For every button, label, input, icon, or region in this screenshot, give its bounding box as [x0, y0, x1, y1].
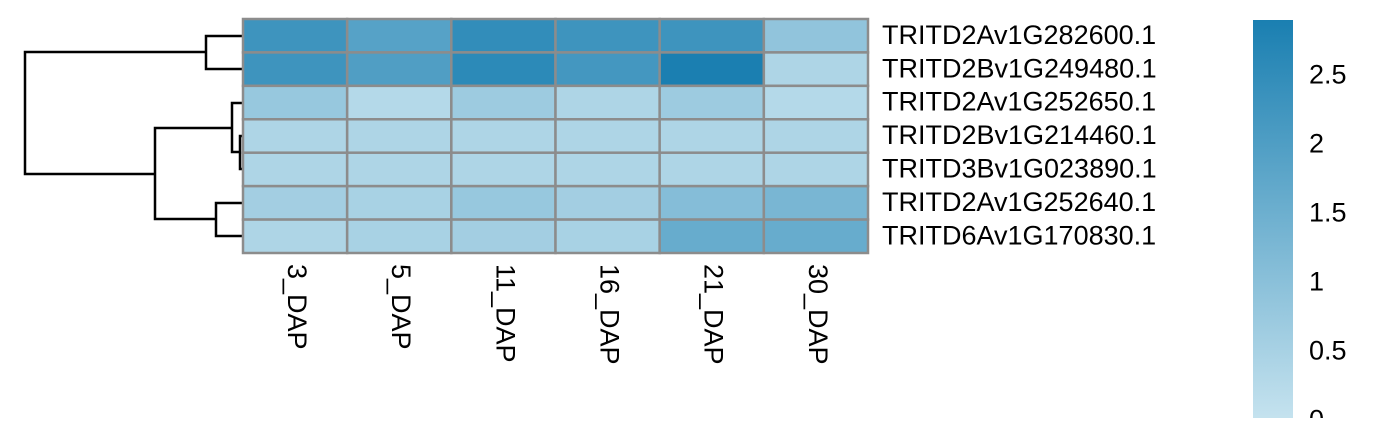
heatmap-cell	[554, 218, 661, 255]
row-label: TRITD2Bv1G249480.1	[882, 53, 1157, 83]
column-label: 30_DAP	[803, 264, 833, 365]
heatmap-cell	[241, 118, 349, 154]
row-label: TRITD2Bv1G214460.1	[882, 120, 1157, 150]
heatmap-cell	[554, 17, 661, 54]
heatmap-cell	[241, 17, 349, 54]
heatmap-cell	[554, 84, 661, 121]
heatmap-cell	[762, 51, 870, 88]
color-bar-label: 0	[1309, 405, 1324, 418]
heatmap-cell	[554, 118, 661, 154]
heatmap-cell	[762, 118, 870, 154]
color-bar-label: 1	[1309, 267, 1324, 297]
column-label: 3_DAP	[282, 264, 312, 350]
heatmap-cell	[241, 184, 349, 221]
heatmap-cell	[345, 151, 453, 188]
heatmap-cell	[345, 51, 453, 88]
heatmap-cell	[762, 151, 870, 188]
heatmap-cell	[762, 17, 870, 54]
color-bar-label: 2.5	[1309, 60, 1347, 90]
column-label: 21_DAP	[699, 264, 729, 365]
heatmap-cell	[241, 84, 349, 121]
heatmap-cell	[658, 84, 766, 121]
heatmap-cell	[241, 151, 349, 188]
row-label: TRITD6Av1G170830.1	[882, 220, 1156, 250]
column-label: 16_DAP	[594, 264, 624, 365]
column-label: 5_DAP	[386, 264, 416, 350]
row-label: TRITD2Av1G282600.1	[882, 20, 1156, 50]
heatmap-cell	[450, 218, 557, 255]
heatmap-cell	[450, 84, 557, 121]
heatmap-cell	[241, 51, 349, 88]
heatmap-cell	[450, 17, 557, 54]
heatmap-cell	[762, 184, 870, 221]
heatmap-cell	[554, 151, 661, 188]
heatmap-cell	[554, 51, 661, 88]
row-label: TRITD2Av1G252650.1	[882, 87, 1156, 117]
heatmap-cell	[658, 151, 766, 188]
dendrogram	[23, 34, 243, 238]
heatmap-cell	[345, 84, 453, 121]
heatmap-cell	[345, 17, 453, 54]
heatmap-cell	[554, 184, 661, 221]
heatmap-cell	[345, 184, 453, 221]
color-bar	[1253, 20, 1293, 422]
row-label: TRITD3Bv1G023890.1	[882, 154, 1157, 184]
heatmap-cell	[450, 151, 557, 188]
heatmap-cell	[450, 184, 557, 221]
heatmap-cell	[658, 184, 766, 221]
heatmap-cell	[241, 218, 349, 255]
color-bar-label: 0.5	[1309, 336, 1347, 366]
heatmap-cell	[658, 17, 766, 54]
heatmap-cell	[762, 84, 870, 121]
heatmap-cell	[450, 118, 557, 154]
heatmap-cell	[762, 218, 870, 255]
heatmap-cell	[658, 218, 766, 255]
heatmap-cell	[450, 51, 557, 88]
heatmap-cell	[658, 51, 766, 88]
heatmap-cell	[658, 118, 766, 154]
color-bar-label: 1.5	[1309, 198, 1347, 228]
row-label: TRITD2Av1G252640.1	[882, 187, 1156, 217]
color-bar-label: 2	[1309, 129, 1324, 159]
column-label: 11_DAP	[490, 264, 520, 363]
heatmap-cell	[345, 118, 453, 154]
heatmap-cell	[345, 218, 453, 255]
